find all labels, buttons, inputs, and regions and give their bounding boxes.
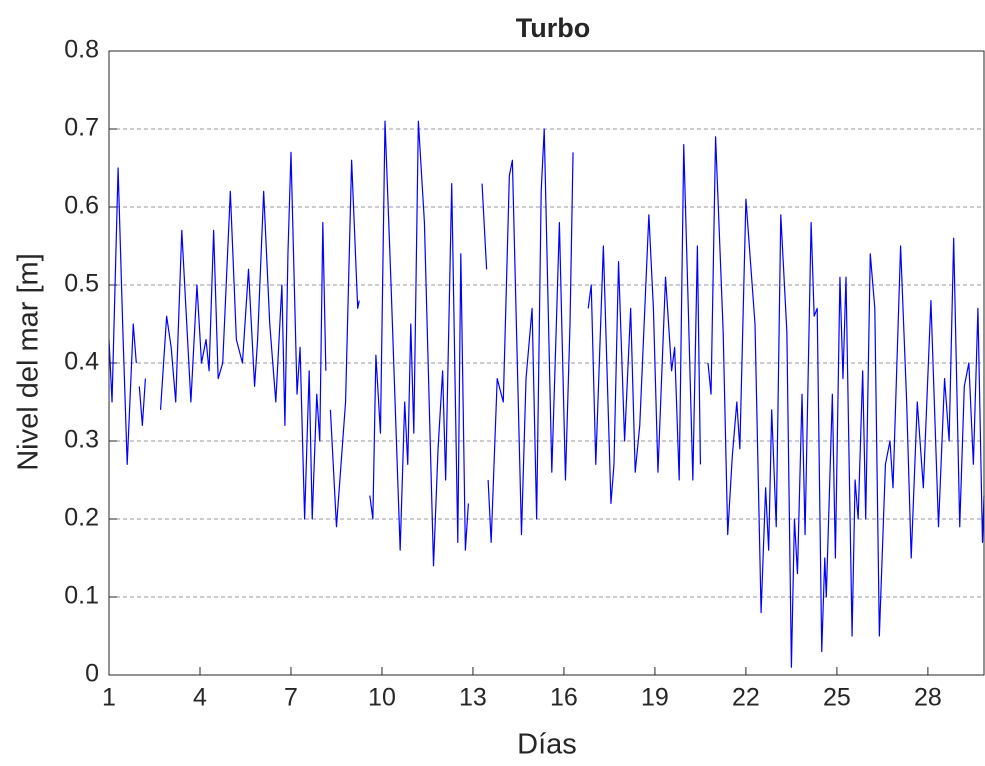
plot-frame bbox=[108, 50, 985, 676]
x-tick-label: 19 bbox=[641, 684, 669, 712]
x-tick-label: 25 bbox=[823, 684, 851, 712]
x-tick-label: 13 bbox=[459, 684, 487, 712]
x-tick-label: 22 bbox=[732, 684, 760, 712]
y-tick-label: 0.8 bbox=[64, 36, 99, 64]
chart-title: Turbo bbox=[516, 13, 590, 43]
y-tick-label: 0.2 bbox=[64, 504, 99, 532]
y-tick-label: 0.3 bbox=[64, 426, 99, 454]
y-tick-label: 0.4 bbox=[64, 348, 99, 376]
y-tick-label: 0.6 bbox=[64, 192, 99, 220]
x-axis-label: Días bbox=[517, 729, 577, 761]
x-tick-label: 10 bbox=[368, 684, 396, 712]
x-tick-label: 28 bbox=[914, 684, 942, 712]
y-axis-label: Nivel del mar [m] bbox=[13, 253, 45, 471]
y-tick-label: 0.1 bbox=[64, 582, 99, 610]
data-line bbox=[108, 120, 985, 668]
y-tick-label: 0.5 bbox=[64, 270, 99, 298]
y-tick-label: 0 bbox=[85, 660, 99, 688]
x-tick-label: 1 bbox=[102, 684, 116, 712]
x-tick-label: 7 bbox=[284, 684, 298, 712]
x-tick-label: 16 bbox=[550, 684, 578, 712]
y-tick-label: 0.7 bbox=[64, 114, 99, 142]
x-tick-label: 4 bbox=[193, 684, 207, 712]
